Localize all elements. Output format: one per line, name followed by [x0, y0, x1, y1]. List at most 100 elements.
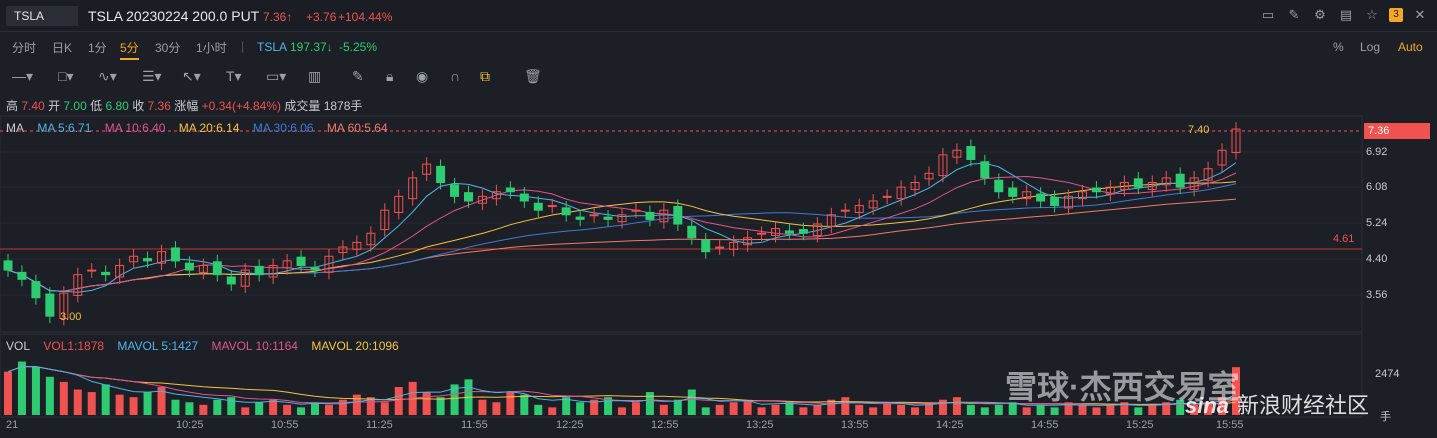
candle-body — [1147, 182, 1157, 190]
ma-legend-name[interactable]: MA — [6, 121, 24, 135]
volume-bar — [883, 402, 892, 415]
volume-bar — [631, 402, 640, 415]
candle-body — [631, 209, 641, 212]
volume-bar — [911, 407, 920, 415]
volume-bar — [1148, 404, 1157, 415]
candle-body — [170, 247, 180, 262]
candle-body — [994, 179, 1004, 193]
volume-bar — [618, 407, 626, 415]
auto-toggle[interactable]: Auto — [1398, 40, 1423, 54]
vol-max-tick: 2474 — [1375, 368, 1400, 380]
high-marker: 7.40 — [1188, 124, 1210, 136]
volume-bar — [813, 404, 822, 415]
price-tick: 6.92 — [1366, 146, 1388, 158]
link-icon[interactable]: ⧉ — [480, 68, 490, 84]
volume-bar — [1050, 407, 1059, 415]
candle-body — [715, 246, 725, 249]
vol-legend[interactable]: VOL VOL1:1878 MAVOL 5:1427 MAVOL 10:1164… — [6, 339, 409, 353]
underlying-price: 197.37↓ — [290, 40, 333, 54]
volume-bar — [548, 407, 557, 415]
candle-body — [380, 209, 390, 231]
ohlc-summary: 高 7.40 开 7.00 低 6.80 收 7.36 涨幅 +0.34(+4.… — [6, 99, 363, 113]
volume-bar — [1092, 407, 1101, 415]
text-tool-icon[interactable]: T▾ — [226, 68, 242, 84]
star-icon[interactable]: ☆ — [1366, 7, 1378, 22]
candle-body — [450, 184, 460, 197]
candle-body — [296, 256, 306, 266]
layout-icon[interactable]: ▤ — [1339, 7, 1353, 22]
close-icon[interactable]: ✕ — [1414, 7, 1426, 22]
candle-body — [645, 211, 655, 220]
volume-bar — [31, 366, 40, 415]
x-tick: 11:25 — [366, 419, 393, 431]
volume-bar — [1176, 399, 1185, 415]
ma20-label: MA 20:6.14 — [178, 121, 240, 135]
label-tool-icon[interactable]: ▭▾ — [266, 68, 287, 84]
tab-30min[interactable]: 30分 — [155, 41, 181, 55]
volume-bar — [129, 397, 138, 415]
volume-bar — [478, 399, 487, 415]
price-tick: 3.56 — [1366, 289, 1388, 301]
log-toggle[interactable]: Log — [1360, 40, 1381, 54]
tab-5min[interactable]: 5分 — [120, 39, 139, 60]
candle-body — [1175, 173, 1185, 188]
wave-tool-icon[interactable]: ∿▾ — [98, 68, 117, 84]
candle-body — [352, 241, 362, 250]
lock-icon[interactable]: 🔒︎ — [386, 68, 394, 84]
volume-bar — [799, 407, 808, 415]
price-tick: 4.40 — [1366, 253, 1388, 265]
gear-icon[interactable]: ⚙ — [1314, 7, 1326, 22]
tab-1min[interactable]: 1分 — [88, 41, 107, 55]
tab-1hour[interactable]: 1小时 — [196, 41, 227, 55]
line-tool-icon[interactable]: —▾ — [12, 68, 34, 84]
count-badge[interactable]: 3 — [1389, 8, 1403, 22]
volume-bar — [324, 404, 333, 415]
candle-body — [952, 149, 962, 158]
percent-toggle[interactable]: % — [1333, 40, 1344, 54]
candle-body — [212, 261, 222, 276]
volume-bar — [185, 402, 194, 415]
pencil-icon[interactable]: ✎ — [352, 68, 364, 84]
arrow-tool-icon[interactable]: ↖▾ — [182, 68, 201, 84]
candle-body — [282, 260, 292, 269]
candle-body — [1078, 191, 1087, 200]
vol1-label: VOL1:1878 — [43, 339, 105, 353]
candle-body — [840, 209, 850, 212]
candle-body — [868, 200, 878, 209]
mavol10-label: MAVOL 10:1164 — [211, 339, 298, 353]
candle-body — [17, 271, 27, 280]
volume-bar — [520, 394, 529, 415]
fib-tool-icon[interactable]: ☰▾ — [142, 68, 162, 84]
tab-intraday[interactable]: 分时 — [12, 41, 37, 55]
volume-bar — [17, 361, 26, 415]
candle-body — [254, 265, 264, 276]
price-change-pct: +104.44% — [338, 10, 393, 24]
candle-body — [519, 193, 529, 202]
volume-bar — [743, 399, 752, 415]
chart-icon[interactable]: ▭ — [1261, 7, 1275, 22]
candle-body — [268, 264, 278, 278]
candle-body — [1189, 177, 1199, 190]
symbol-box[interactable]: TSLA — [6, 6, 78, 26]
bars-tool-icon[interactable]: ▥ — [308, 68, 322, 84]
mavol20-label: MAVOL 20:1096 — [311, 339, 399, 353]
volume-bar — [73, 389, 82, 415]
candle-body — [924, 172, 934, 180]
volume-bar — [729, 402, 738, 415]
trash-icon[interactable]: 🗑︎ — [524, 68, 542, 84]
volume-bar — [4, 371, 12, 415]
tab-daily[interactable]: 日K — [52, 41, 73, 55]
ma-legend[interactable]: MA MA 5:6.71 MA 10:6.40 MA 20:6.14 MA 30… — [6, 121, 398, 135]
volume-bar — [1120, 402, 1129, 415]
magnet-icon[interactable]: ∩ — [450, 68, 461, 84]
volume-bar — [925, 402, 933, 415]
eye-icon[interactable]: ◉ — [416, 68, 429, 84]
edit-icon[interactable]: ✎ — [1288, 7, 1300, 22]
candle-body — [1050, 196, 1060, 207]
vol-legend-name[interactable]: VOL — [6, 339, 31, 353]
rect-tool-icon[interactable]: □▾ — [58, 68, 74, 84]
volume-bar — [115, 394, 124, 415]
volume-bar — [673, 399, 682, 415]
x-tick: 21 — [6, 419, 19, 431]
